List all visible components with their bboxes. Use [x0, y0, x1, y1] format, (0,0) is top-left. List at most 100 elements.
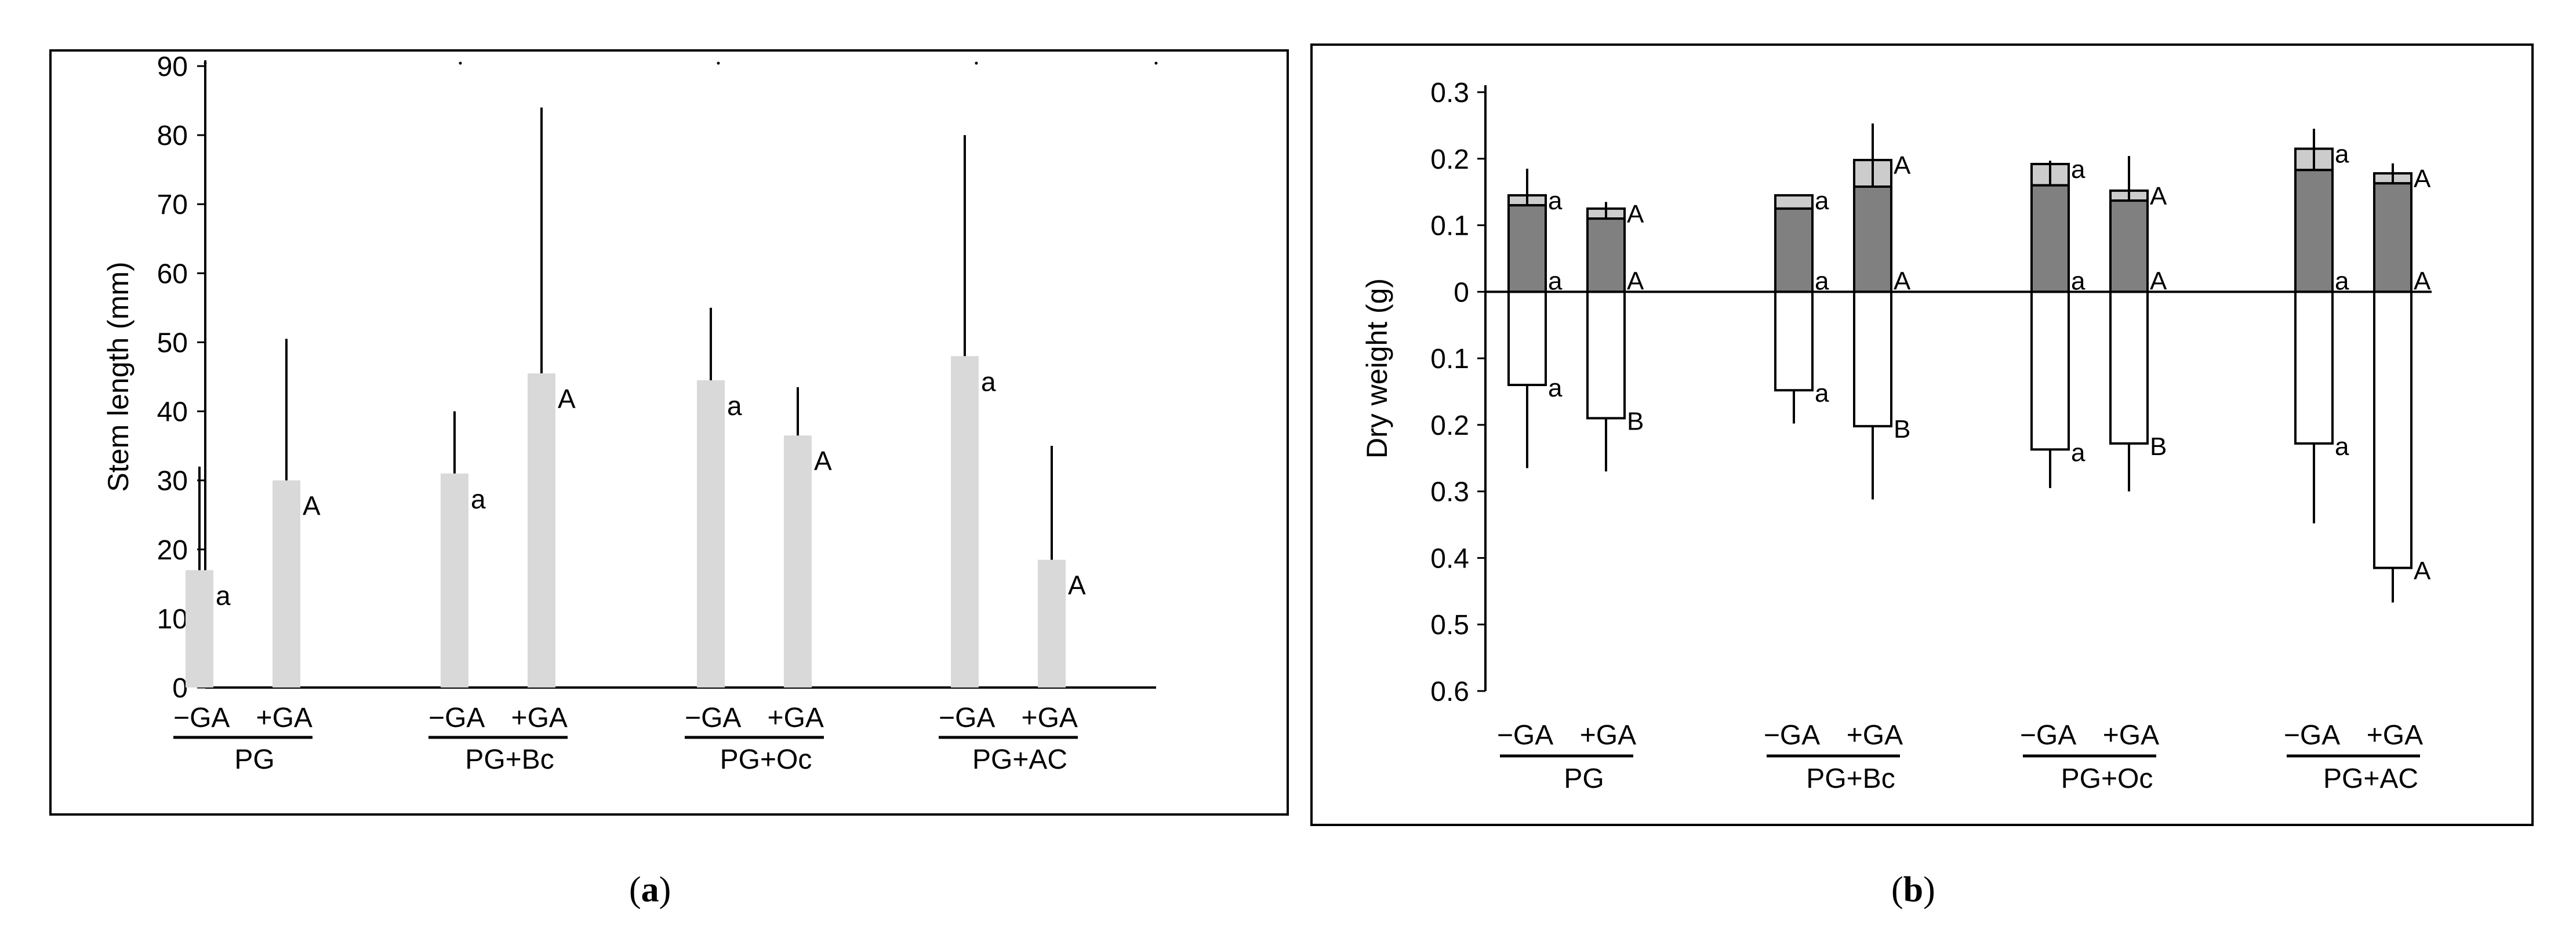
treatment-label: +GA: [511, 703, 568, 733]
treatment-label: −GA: [1497, 720, 1553, 751]
treatment-label: −GA: [2284, 720, 2340, 751]
significance-letter: a: [981, 366, 996, 397]
y-tick-label: 40: [157, 397, 188, 428]
y-tick-label: 0.5: [1430, 610, 1469, 641]
stem-length-chart: 0 10 20 30 40 50 60 70 80 90 Stem length (mm) a A a A a…: [102, 52, 1158, 775]
y-tick-label: 50: [157, 328, 188, 358]
y-tick-label: 0.6: [1430, 677, 1469, 707]
stem-letter: A: [1894, 267, 1911, 295]
treatment-label: +GA: [256, 703, 313, 733]
group-label: PG: [1564, 763, 1604, 794]
significance-letter: A: [1068, 570, 1086, 601]
root-letter: B: [1627, 407, 1644, 435]
top-axis-dot: [975, 61, 978, 65]
root-letter: a: [1815, 379, 1829, 408]
stem-bar-pg-bc-ga: [1853, 185, 1892, 293]
stem-letter: A: [2414, 267, 2431, 295]
top-axis-dot: [459, 61, 462, 65]
root-bar-pg-ac-ga: [2294, 290, 2334, 445]
treatment-label: +GA: [1580, 720, 1636, 751]
stem-letter: a: [1815, 267, 1829, 295]
significance-letter: a: [727, 391, 742, 421]
treatment-label: −GA: [428, 703, 485, 733]
stem-bar-pg-ga: [1507, 204, 1547, 293]
y-tick-label: 0.2: [1430, 144, 1469, 175]
root-bar-pg-oc-ga: [2030, 290, 2070, 451]
y-tick-label: 20: [157, 535, 188, 566]
root-bar-pg-bc-ga: [1774, 290, 1814, 392]
significance-letter: a: [216, 581, 231, 611]
root-letter: B: [1894, 415, 1910, 443]
y-tick-label: 0.4: [1430, 543, 1469, 574]
root-bar-pg-ga: [1507, 290, 1547, 387]
stem-bar-pg-oc-ga: [2109, 199, 2149, 293]
significance-letter: A: [303, 491, 321, 521]
stem-letter: a: [2335, 267, 2349, 295]
bar-pg-bc-ga: [528, 373, 555, 688]
bar-pg-oc-ga: [697, 380, 725, 688]
root-letter: a: [2071, 438, 2085, 467]
bar-pg-ac-ga: [1038, 559, 1066, 688]
top-bar-pg-bc-ga: [1774, 194, 1814, 210]
stem-bar-pg-ga: [1586, 217, 1626, 293]
y-tick-label: 0.3: [1430, 78, 1469, 108]
top-letter: A: [2150, 182, 2167, 210]
stem-bar-pg-bc-ga: [1774, 207, 1814, 293]
treatment-label: −GA: [1764, 720, 1820, 751]
y-axis-label: Stem length (mm): [102, 261, 135, 492]
stem-letter: A: [1627, 267, 1644, 295]
stem-bar-pg-oc-ga: [2030, 184, 2070, 293]
caption-a: (a): [629, 870, 671, 910]
group-label: PG+AC: [972, 744, 1067, 775]
top-letter: a: [2335, 140, 2349, 169]
bar-pg-ga: [186, 570, 213, 688]
top-letter: A: [1627, 200, 1644, 228]
y-axis-label: Dry weight (g): [1361, 278, 1393, 459]
y-tick-label: 0.2: [1430, 410, 1469, 441]
treatment-label: −GA: [939, 703, 995, 733]
treatment-label: +GA: [2367, 720, 2423, 751]
bar-pg-ac-ga: [951, 356, 979, 688]
root-bar-pg-oc-ga: [2109, 290, 2149, 445]
stem-letter: a: [2071, 267, 2085, 295]
y-tick-label: 10: [157, 604, 188, 635]
treatment-label: −GA: [173, 703, 230, 733]
y-tick-label: 70: [157, 190, 188, 220]
top-axis-dot: [204, 61, 207, 65]
significance-letter: A: [814, 446, 832, 476]
treatment-label: −GA: [685, 703, 741, 733]
y-tick-label: 90: [157, 52, 188, 82]
root-letter: B: [2150, 432, 2167, 461]
group-label: PG+Oc: [720, 744, 812, 775]
bar-pg-ga: [273, 480, 300, 688]
y-tick-label: 0.1: [1430, 344, 1469, 374]
treatment-label: +GA: [768, 703, 824, 733]
root-letter: a: [2335, 432, 2349, 461]
y-tick-label: 0.1: [1430, 211, 1469, 242]
treatment-label: +GA: [1847, 720, 1903, 751]
group-label: PG+Bc: [1806, 763, 1895, 794]
top-letter: A: [2414, 165, 2431, 193]
significance-letter: a: [471, 484, 486, 514]
top-axis-dot: [717, 61, 720, 65]
top-axis-dot: [1154, 61, 1158, 65]
top-letter: a: [1815, 187, 1829, 215]
treatment-label: −GA: [2020, 720, 2076, 751]
top-letter: a: [1548, 187, 1563, 215]
panel-b: 0.3 0.2 0.1 0 0.1 0.2 0.3 0.4 0.5 0.6 Dry weight (…: [1310, 43, 2534, 826]
bar-pg-bc-ga: [441, 473, 468, 688]
group-label: PG+AC: [2323, 763, 2418, 794]
top-letter: A: [1894, 151, 1911, 180]
stem-bar-pg-ac-ga: [2294, 169, 2334, 293]
y-tick-label: 0: [172, 673, 188, 704]
significance-letter: A: [558, 384, 576, 414]
y-tick-label: 0: [1454, 277, 1469, 308]
dry-weight-chart: 0.3 0.2 0.1 0 0.1 0.2 0.3 0.4 0.5 0.6 Dry weight (…: [1361, 78, 2432, 794]
root-bar-pg-ga: [1586, 290, 1626, 420]
group-label: PG+Bc: [465, 744, 554, 775]
y-tick-label: 0.3: [1430, 477, 1469, 508]
y-tick-label: 80: [157, 121, 188, 151]
root-letter: A: [2414, 557, 2431, 585]
y-tick-label: 60: [157, 259, 188, 289]
